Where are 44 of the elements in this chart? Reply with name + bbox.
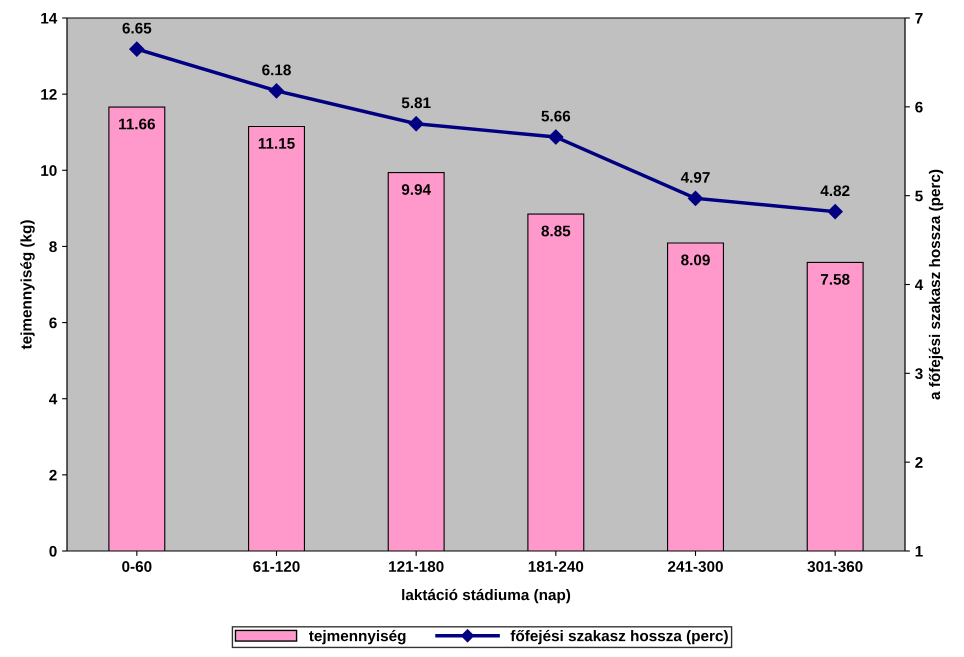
y2-tick-label: 2 (915, 457, 923, 468)
x-tick-label: 241-300 (668, 561, 723, 572)
y-tick-label: 0 (49, 546, 57, 557)
point (129, 42, 144, 57)
y-tick-label: 6 (49, 317, 57, 328)
x-axis-title: laktáció stádiuma (nap) (402, 588, 570, 604)
x-tick-label: 121-180 (389, 561, 444, 572)
data-label: 9.94 (402, 184, 431, 195)
legend-label: tejmennyiség (308, 630, 406, 644)
y2-tick-label: 1 (916, 546, 923, 557)
legend-label: főfejési szakasz hossza (perc) (510, 630, 728, 644)
point (688, 190, 704, 206)
point (828, 204, 843, 220)
y2-tick-label: 4 (914, 280, 924, 290)
data-label: 6.65 (122, 22, 152, 34)
data-label: 8.09 (681, 254, 710, 266)
point (408, 116, 424, 132)
data-label: 4.97 (680, 172, 710, 183)
x-tick-label: 61-120 (253, 561, 300, 572)
x-tick-label: 301-360 (807, 561, 863, 572)
data-label: 5.81 (402, 97, 431, 108)
y2-tick-label: 3 (915, 368, 923, 380)
x-tick-label: 0-60 (122, 561, 152, 572)
data-label: 6.18 (262, 64, 291, 76)
y-axis-title: tejmennyiség (kg) (20, 220, 35, 350)
data-label: 7.58 (820, 274, 850, 285)
data-label: 11.66 (119, 118, 155, 130)
y2-axis-title: a főfejési szakasz hossza (perc) (928, 170, 944, 400)
point (268, 83, 284, 98)
y-tick-label: 12 (41, 89, 57, 100)
y-tick-label: 8 (49, 241, 57, 252)
y2-tick-label: 7 (915, 13, 923, 24)
y-tick-label: 10 (41, 165, 57, 176)
point (548, 129, 564, 145)
y-tick-label: 2 (49, 470, 57, 480)
data-label: 11.15 (258, 138, 295, 149)
y-tick-label: 14 (41, 13, 58, 24)
data-label: 8.85 (541, 226, 570, 236)
data-label: 5.66 (541, 110, 570, 122)
data-label: 4.82 (820, 185, 850, 196)
y2-tick-label: 5 (915, 190, 923, 202)
x-tick-label: 181-240 (528, 561, 584, 572)
y-tick-label: 4 (49, 394, 58, 404)
y2-tick-label: 6 (915, 102, 923, 113)
